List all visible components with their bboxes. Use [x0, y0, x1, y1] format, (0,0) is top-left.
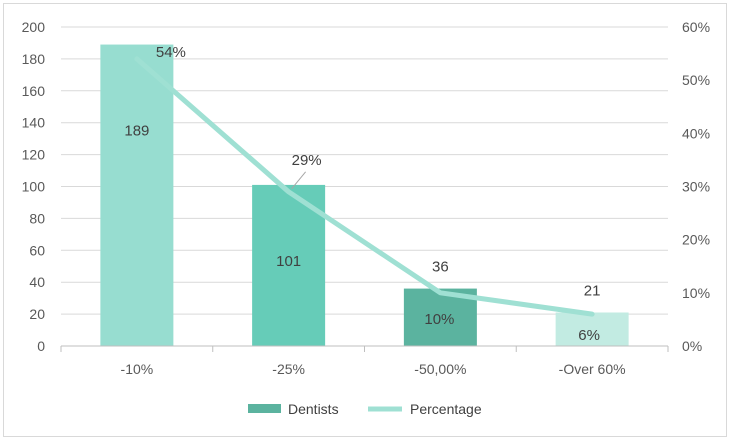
x-tick-label: -50,00% [414, 361, 466, 377]
bar [100, 44, 174, 347]
bar-value-label: 189 [124, 123, 149, 140]
right-tick-label: 30% [682, 179, 710, 195]
bar [252, 184, 326, 346]
line-point [134, 56, 139, 61]
left-tick-label: 80 [29, 210, 45, 226]
right-tick-label: 10% [682, 285, 710, 301]
x-tick-label: -Over 60% [559, 361, 626, 377]
line-point [438, 290, 443, 295]
left-tick-label: 100 [22, 179, 46, 195]
left-tick-label: 120 [22, 147, 46, 163]
legend-label-dentists: Dentists [288, 401, 339, 417]
percentage-value-label: 54% [156, 44, 186, 61]
x-tick-label: -10% [121, 361, 154, 377]
right-axis-ticks: 0% 10% 20% 30% 40% 50% 60% [682, 19, 710, 354]
left-tick-label: 200 [22, 19, 46, 35]
percentage-line [134, 56, 595, 317]
left-tick-label: 60 [29, 242, 45, 258]
x-axis: -10% -25% -50,00% -Over 60% [60, 345, 669, 377]
leader-line [291, 171, 307, 190]
chart-frame: 0 20 40 60 80 100 120 140 160 180 200 0% 10% 20% 30% 4… [3, 3, 727, 437]
bar [555, 312, 629, 346]
left-axis-ticks: 0 20 40 60 80 100 120 140 160 180 200 [22, 19, 46, 354]
percentage-value-label: 6% [578, 327, 600, 344]
left-tick-label: 0 [37, 338, 45, 354]
legend: Dentists Percentage [248, 401, 482, 417]
right-tick-label: 50% [682, 72, 710, 88]
bar-series-dentists [100, 44, 629, 347]
legend-label-percentage: Percentage [410, 401, 482, 417]
right-tick-label: 60% [682, 19, 710, 35]
bar-value-label: 36 [432, 259, 449, 276]
left-tick-label: 20 [29, 306, 45, 322]
legend-swatch-dentists [248, 404, 281, 413]
x-tick-label: -25% [272, 361, 305, 377]
bar-value-label: 101 [276, 253, 301, 270]
left-tick-label: 140 [22, 115, 46, 131]
combo-chart: 0 20 40 60 80 100 120 140 160 180 200 0% 10% 20% 30% 4… [22, 19, 710, 417]
line-point [286, 189, 291, 194]
right-tick-label: 40% [682, 125, 710, 141]
right-tick-label: 20% [682, 232, 710, 248]
line-series-percentage [134, 56, 595, 317]
left-tick-label: 40 [29, 274, 45, 290]
left-tick-label: 160 [22, 83, 46, 99]
percentage-value-label: 29% [292, 152, 322, 169]
left-tick-label: 180 [22, 51, 46, 67]
line-point [590, 312, 595, 317]
bar-value-label: 21 [584, 283, 601, 300]
right-tick-label: 0% [682, 338, 702, 354]
percentage-value-label: 10% [424, 311, 454, 328]
data-labels: 189 101 36 21 54% 29% 10% 6% [124, 44, 600, 344]
